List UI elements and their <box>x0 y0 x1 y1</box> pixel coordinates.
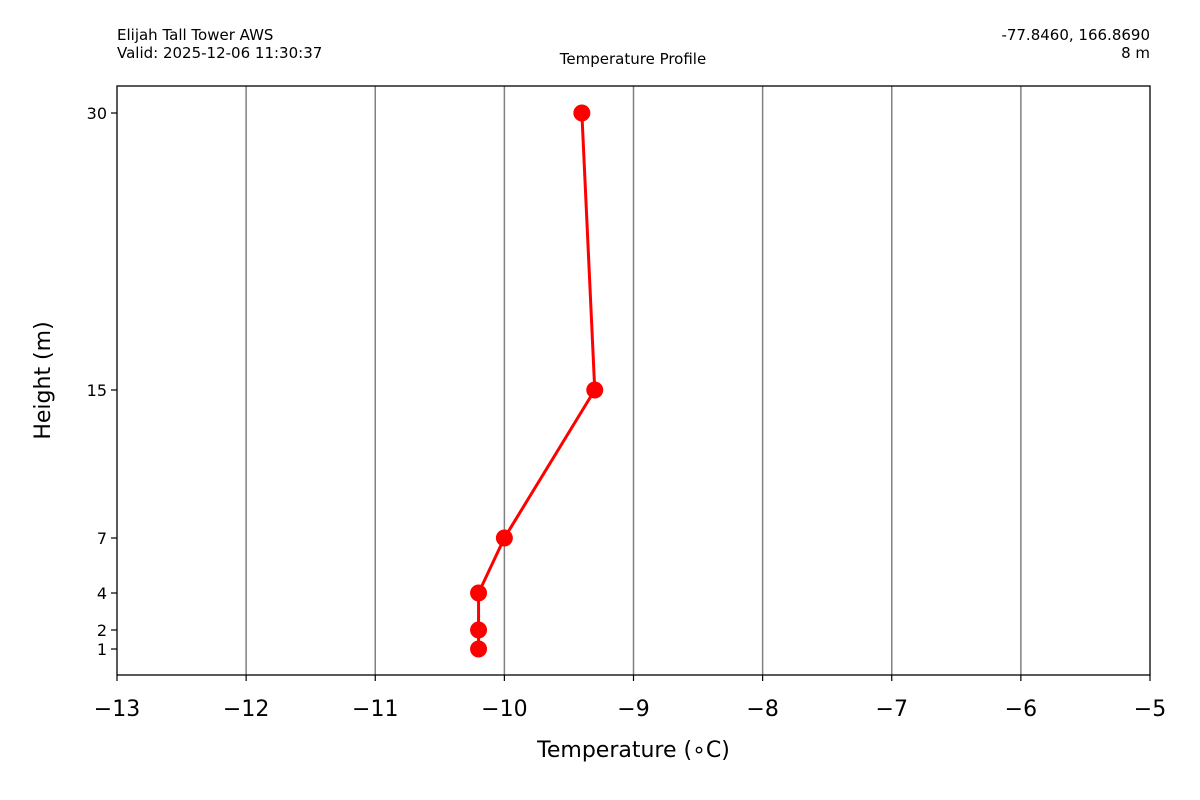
x-tick-label: −12 <box>223 697 269 722</box>
chart-title: Temperature Profile <box>559 50 707 68</box>
x-tick-label: −11 <box>352 697 398 722</box>
y-tick-label: 30 <box>87 104 107 123</box>
y-tick-label: 15 <box>87 381 107 400</box>
valid-time: Valid: 2025-12-06 11:30:37 <box>117 44 323 62</box>
y-axis-label: Height (m) <box>31 321 56 439</box>
data-point <box>470 584 488 602</box>
data-point <box>573 104 591 122</box>
series-layer <box>470 104 604 658</box>
x-tick-label: −6 <box>1005 697 1037 722</box>
coordinates: -77.8460, 166.8690 <box>1001 26 1150 44</box>
header-left: Elijah Tall Tower AWS Valid: 2025-12-06 … <box>117 26 322 62</box>
x-tick-label: −13 <box>94 697 140 722</box>
data-point <box>470 621 488 639</box>
data-point <box>586 381 604 399</box>
axes-layer: −13 −12 −11 −10 −9 −8 −7 −6 −5 12 4 7 15 30 <box>87 104 1167 722</box>
y-tick-label: 1 <box>97 640 107 659</box>
x-tick-label: −8 <box>746 697 778 722</box>
x-tick-label: −9 <box>617 697 649 722</box>
x-tick-label: −10 <box>481 697 527 722</box>
elevation: 8 m <box>1121 44 1150 62</box>
series-line <box>477 112 597 649</box>
grid-layer <box>245 86 1022 675</box>
x-tick-label: −7 <box>876 697 908 722</box>
y-tick-label: 2 <box>97 621 107 640</box>
y-tick-label: 4 <box>97 584 107 603</box>
y-tick-label: 7 <box>97 529 107 548</box>
station-name: Elijah Tall Tower AWS <box>117 26 274 44</box>
x-axis-label: Temperature (∘C) <box>536 738 730 763</box>
data-point <box>495 529 513 547</box>
x-tick-label: −5 <box>1134 697 1166 722</box>
data-point <box>470 640 488 658</box>
header-right: -77.8460, 166.8690 8 m <box>1001 26 1150 62</box>
